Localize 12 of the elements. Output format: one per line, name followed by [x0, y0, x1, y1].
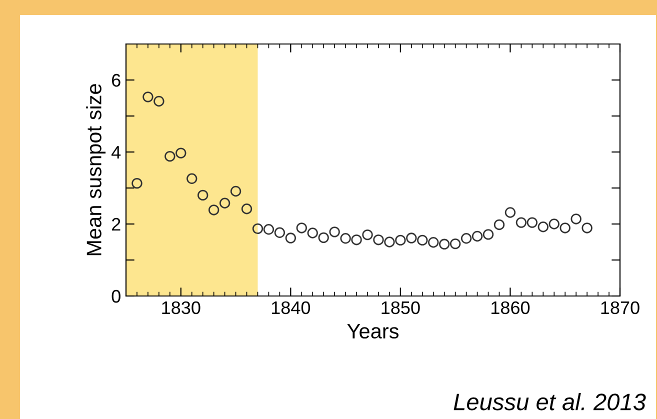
x-tick-label: 1860: [492, 301, 530, 314]
x-tick-label: 1840: [272, 301, 310, 314]
y-tick-label: 0: [112, 290, 120, 303]
x-tick-label: 1870: [601, 301, 640, 314]
y-tick-label: 4: [112, 146, 121, 159]
x-tick-label: 1850: [382, 301, 420, 314]
y-axis-title: Mean susnpot size: [86, 84, 106, 256]
x-tick-label: 1830: [162, 301, 200, 314]
text: Leussu et al. 2013: [454, 392, 646, 410]
y-tick-label: 2: [112, 218, 120, 231]
y-tick-label: 6: [112, 74, 120, 87]
x-axis-title: Years: [347, 324, 399, 339]
